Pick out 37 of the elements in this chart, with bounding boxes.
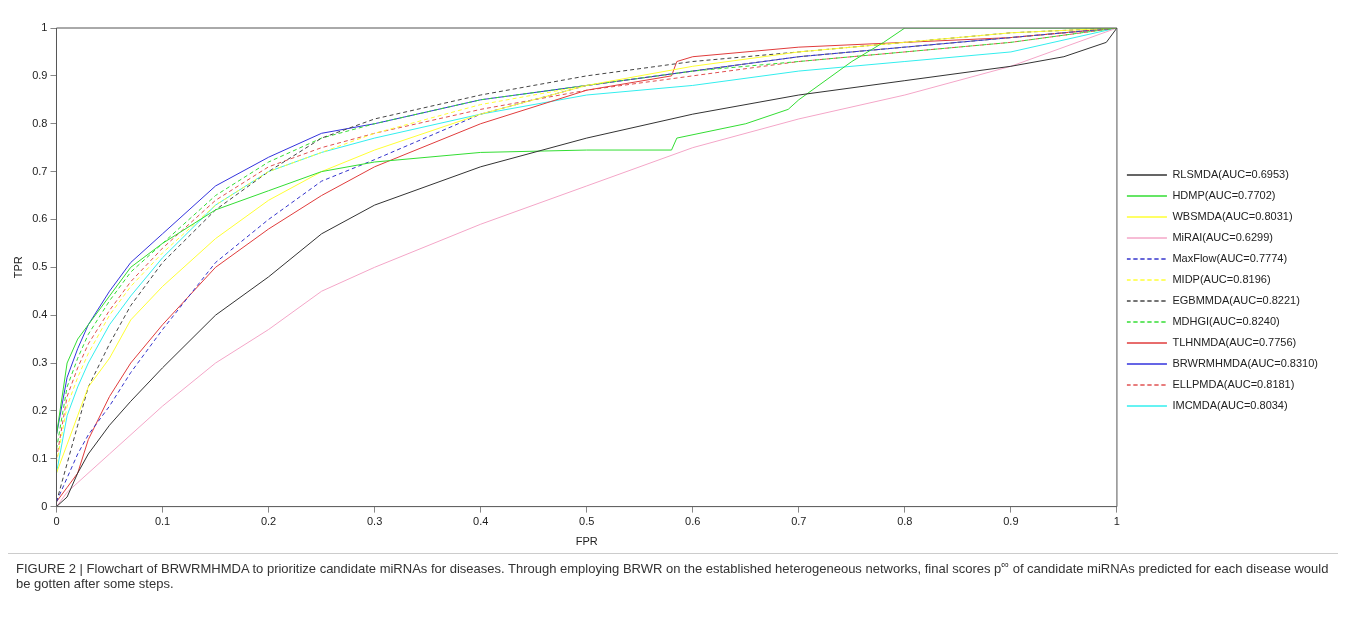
x-tick-label: 0 [53,515,60,528]
x-axis-title: FPR [575,535,598,548]
legend-label: HDMP(AUC=0.7702) [1172,189,1276,202]
y-axis-title: TPR [11,256,24,279]
x-tick-label: 0.5 [579,515,595,528]
y-tick-label: 0.3 [32,356,48,369]
y-tick-label: 0.1 [32,451,48,464]
x-tick-label: 1 [1113,515,1120,528]
y-tick-label: 1 [41,21,48,34]
legend-label: ELLPMDA(AUC=0.8181) [1172,378,1295,391]
x-tick-label: 0.2 [260,515,277,528]
legend-label: WBSMDA(AUC=0.8031) [1172,210,1293,223]
x-tick-label: 0.7 [791,515,807,528]
x-tick-label: 0.6 [685,515,701,528]
legend-label: BRWRMHMDA(AUC=0.8310) [1172,357,1318,370]
y-tick-label: 0.9 [32,68,48,81]
y-tick-label: 0.7 [32,164,48,177]
legend-label: RLSMDA(AUC=0.6953) [1172,168,1289,181]
legend-label: MaxFlow(AUC=0.7774) [1172,252,1288,265]
x-tick-label: 0.8 [897,515,913,528]
y-tick-label: 0 [41,499,48,512]
x-tick-label: 0.1 [154,515,171,528]
y-tick-label: 0.2 [32,403,48,416]
legend-label: IMCMDA(AUC=0.8034) [1172,399,1288,412]
y-tick-label: 0.6 [32,212,48,225]
text: FIGURE 2 | Flowchart of BRWRMHMDA to prioritize candidate miRNAs for diseases. Through employing BRWR on the established heterogeneous networks, final scores p$^{∞}$ of candidate miRNAs predicted for each disease would be gotten after some steps. [16,558,1329,592]
y-tick-label: 0.4 [32,308,48,321]
x-tick-label: 0.3 [366,515,383,528]
legend-label: MiRAI(AUC=0.6299) [1172,231,1273,244]
x-tick-label: 0.9 [1003,515,1019,528]
y-tick-label: 0.8 [32,116,48,129]
legend-label: TLHNMDA(AUC=0.7756) [1172,336,1297,349]
legend-label: EGBMMDA(AUC=0.8221) [1172,294,1300,307]
legend-label: MIDP(AUC=0.8196) [1172,273,1271,286]
x-tick-label: 0.4 [473,515,489,528]
legend-label: MDHGI(AUC=0.8240) [1172,315,1280,328]
y-tick-label: 0.5 [32,260,48,273]
